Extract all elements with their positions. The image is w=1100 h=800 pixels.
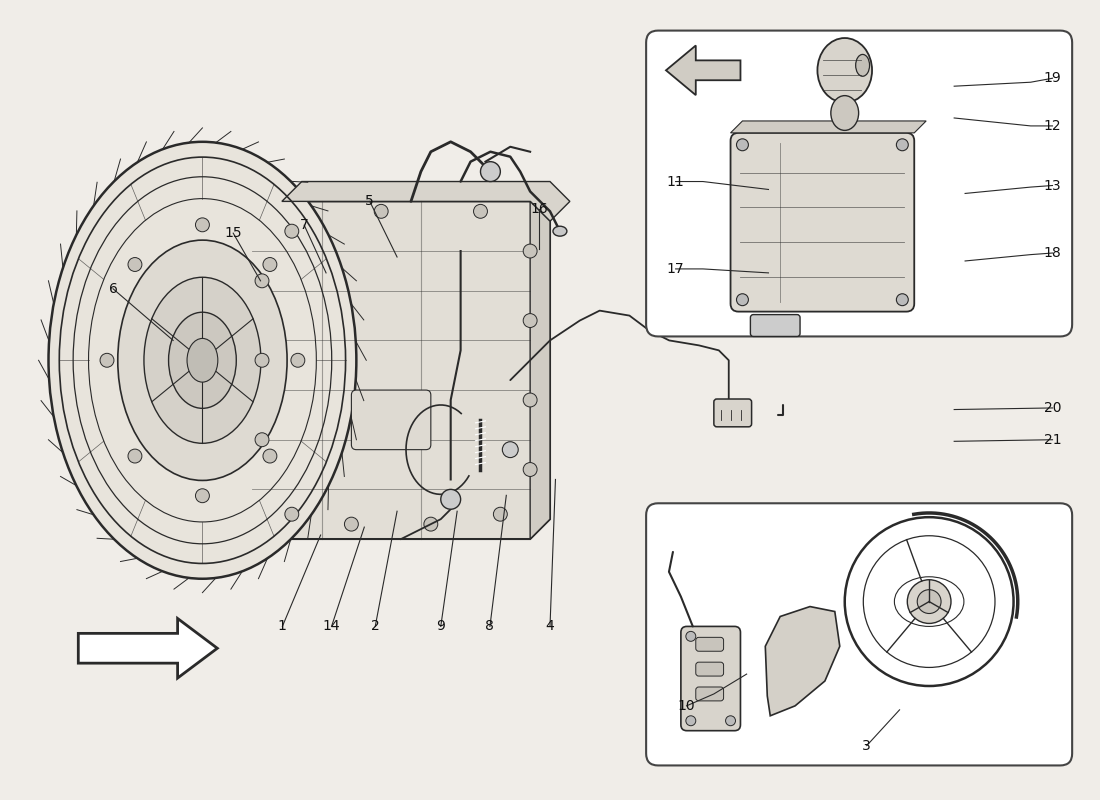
- Text: 4: 4: [546, 619, 554, 634]
- Circle shape: [473, 204, 487, 218]
- Polygon shape: [252, 202, 550, 539]
- FancyBboxPatch shape: [696, 638, 724, 651]
- Ellipse shape: [118, 240, 287, 481]
- Text: 3: 3: [862, 738, 871, 753]
- Text: 7: 7: [300, 218, 309, 232]
- Circle shape: [737, 139, 748, 150]
- Circle shape: [100, 354, 114, 367]
- Text: 6: 6: [109, 282, 118, 296]
- Ellipse shape: [817, 38, 872, 102]
- Circle shape: [524, 462, 537, 477]
- Text: 21: 21: [1044, 433, 1061, 446]
- Circle shape: [524, 244, 537, 258]
- Circle shape: [737, 294, 748, 306]
- Polygon shape: [666, 46, 740, 95]
- Ellipse shape: [168, 312, 236, 408]
- Circle shape: [908, 580, 952, 623]
- FancyBboxPatch shape: [646, 503, 1072, 766]
- Ellipse shape: [187, 338, 218, 382]
- Circle shape: [290, 354, 305, 367]
- Ellipse shape: [144, 278, 261, 443]
- FancyBboxPatch shape: [681, 626, 740, 730]
- Circle shape: [285, 507, 299, 521]
- Polygon shape: [766, 606, 839, 716]
- FancyBboxPatch shape: [646, 30, 1072, 337]
- Circle shape: [494, 507, 507, 521]
- Text: 13: 13: [1044, 178, 1061, 193]
- Ellipse shape: [553, 226, 566, 236]
- FancyBboxPatch shape: [714, 399, 751, 427]
- Text: 20: 20: [1044, 401, 1061, 415]
- Text: 19: 19: [1044, 71, 1061, 86]
- Polygon shape: [78, 618, 218, 678]
- Circle shape: [896, 294, 909, 306]
- Circle shape: [128, 449, 142, 463]
- Text: 18: 18: [1044, 246, 1061, 260]
- Text: 15: 15: [224, 226, 242, 240]
- Circle shape: [374, 204, 388, 218]
- Circle shape: [441, 490, 461, 510]
- Circle shape: [344, 517, 359, 531]
- Ellipse shape: [856, 54, 870, 76]
- Text: 5: 5: [365, 194, 374, 208]
- Text: 1: 1: [278, 619, 287, 634]
- Polygon shape: [282, 182, 570, 222]
- Polygon shape: [730, 121, 926, 133]
- Circle shape: [685, 716, 696, 726]
- Circle shape: [481, 162, 500, 182]
- FancyBboxPatch shape: [351, 390, 431, 450]
- Circle shape: [128, 258, 142, 271]
- Circle shape: [896, 139, 909, 150]
- FancyBboxPatch shape: [750, 314, 800, 337]
- Ellipse shape: [48, 142, 356, 578]
- Text: 16: 16: [530, 202, 548, 216]
- Circle shape: [196, 489, 209, 502]
- Circle shape: [263, 258, 277, 271]
- Circle shape: [726, 716, 736, 726]
- Circle shape: [524, 314, 537, 327]
- Text: 2: 2: [371, 619, 380, 634]
- FancyBboxPatch shape: [696, 662, 724, 676]
- Text: 17: 17: [667, 262, 684, 276]
- Circle shape: [424, 517, 438, 531]
- Circle shape: [285, 224, 299, 238]
- Circle shape: [196, 218, 209, 232]
- Text: 9: 9: [437, 619, 446, 634]
- Circle shape: [524, 393, 537, 407]
- FancyBboxPatch shape: [696, 687, 724, 701]
- Circle shape: [255, 433, 270, 446]
- Circle shape: [503, 442, 518, 458]
- Circle shape: [917, 590, 942, 614]
- Text: 11: 11: [667, 174, 684, 189]
- Polygon shape: [530, 202, 550, 539]
- Circle shape: [685, 631, 696, 642]
- FancyBboxPatch shape: [730, 133, 914, 312]
- Circle shape: [255, 354, 270, 367]
- Circle shape: [263, 449, 277, 463]
- Text: 14: 14: [322, 619, 340, 634]
- Ellipse shape: [830, 96, 859, 130]
- Circle shape: [255, 274, 270, 288]
- Text: 12: 12: [1044, 119, 1061, 133]
- Text: 8: 8: [485, 619, 494, 634]
- Text: 10: 10: [678, 699, 695, 713]
